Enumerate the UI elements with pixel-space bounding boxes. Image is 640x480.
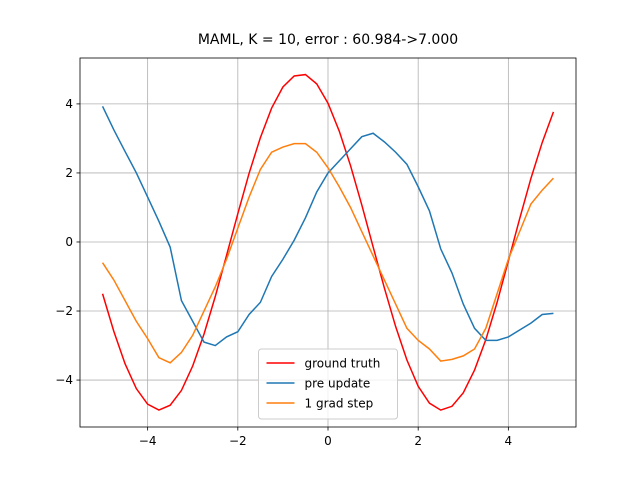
series-line bbox=[101, 142, 554, 364]
y-tick-label: −2 bbox=[55, 304, 73, 318]
x-tick-label: 0 bbox=[324, 434, 332, 448]
y-tick-label: −4 bbox=[55, 373, 73, 387]
legend-label: ground truth bbox=[305, 357, 381, 371]
y-tick-label: 2 bbox=[65, 166, 73, 180]
chart-title: MAML, K = 10, error : 60.984->7.000 bbox=[198, 32, 458, 48]
y-tick-label: 4 bbox=[65, 97, 73, 111]
x-tick-label: 4 bbox=[505, 434, 513, 448]
y-tick-label: 0 bbox=[65, 235, 73, 249]
legend-box bbox=[258, 348, 398, 420]
series-line bbox=[101, 106, 554, 347]
x-tick-label: −4 bbox=[139, 434, 157, 448]
x-tick-label: 2 bbox=[414, 434, 422, 448]
axes-frame bbox=[79, 57, 577, 428]
x-tick-label: −2 bbox=[229, 434, 247, 448]
series-line bbox=[101, 73, 555, 411]
legend: ground truth pre update 1 grad step bbox=[258, 348, 398, 420]
legend-label: pre update bbox=[305, 377, 371, 391]
legend-label: 1 grad step bbox=[305, 397, 374, 411]
